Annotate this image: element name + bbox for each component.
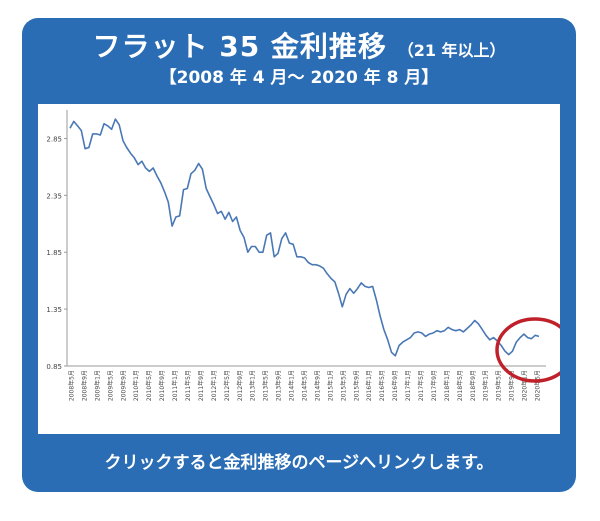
- x-tick-label: 2015年1月: [326, 370, 334, 401]
- link-text[interactable]: クリックすると金利推移のページへリンクします。: [104, 453, 494, 473]
- x-tick-label: 2012年1月: [210, 370, 218, 401]
- x-tick-label: 2018年9月: [469, 370, 477, 401]
- x-tick-label: 2018年1月: [443, 370, 451, 401]
- y-tick-label: 1.85: [46, 249, 62, 257]
- x-tick-label: 2009年5月: [106, 370, 114, 401]
- x-tick-label: 2011年1月: [171, 370, 179, 401]
- chart-card[interactable]: フラット 35 金利推移 （21 年以上） 【2008 年 4 月～ 2020 …: [22, 18, 576, 492]
- x-tick-label: 2016年5月: [378, 370, 386, 401]
- x-tick-label: 2015年9月: [352, 370, 360, 401]
- y-tick-label: 2.85: [46, 135, 62, 143]
- x-tick-label: 2017年9月: [430, 370, 438, 401]
- y-tick-label: 1.35: [46, 306, 62, 314]
- chart-title-note: （21 年以上）: [397, 41, 506, 60]
- line-chart: 0.85 1.35 1.85 2.35 2.85 2008年5月 2008年9月 2009年1…: [46, 110, 575, 401]
- x-tick-label: 2014年1月: [288, 370, 296, 401]
- y-tick-label: 2.35: [46, 192, 62, 200]
- series-line: [69, 118, 540, 357]
- x-tick-label: 2016年9月: [391, 370, 399, 401]
- header-title-line: フラット 35 金利推移 （21 年以上）: [22, 32, 576, 66]
- x-tick-label: 2020年1月: [521, 370, 529, 401]
- x-tick-label: 2009年9月: [119, 370, 127, 401]
- period-label: 【2008 年 4 月～ 2020 年 8 月】: [159, 68, 439, 88]
- x-tick-label: 2017年1月: [404, 370, 412, 401]
- x-tick-label: 2014年5月: [301, 370, 309, 401]
- x-tick-label: 2019年9月: [508, 370, 516, 401]
- x-tick-label: 2010年9月: [158, 370, 166, 401]
- x-tick-label: 2020年5月: [534, 370, 542, 401]
- x-tick-label: 2011年9月: [197, 370, 205, 401]
- chart-title: フラット 35 金利推移: [92, 30, 387, 63]
- x-tick-label: 2012年9月: [236, 370, 244, 401]
- y-tick-label: 0.85: [46, 363, 62, 371]
- x-tick-label: 2010年1月: [132, 370, 140, 401]
- x-tick-label: 2013年5月: [262, 370, 270, 401]
- x-tick-label: 2014年9月: [313, 370, 321, 401]
- x-tick-label: 2013年9月: [275, 370, 283, 401]
- x-tick-label: 2015年5月: [339, 370, 347, 401]
- x-tick-label: 2011年5月: [184, 370, 192, 401]
- x-tick-label: 2017年5月: [417, 370, 425, 401]
- x-tick-label: 2012年5月: [223, 370, 231, 401]
- x-tick-label: 2008年5月: [67, 370, 75, 401]
- chart-panel: 0.85 1.35 1.85 2.35 2.85 2008年5月 2008年9月 2009年1…: [38, 104, 575, 434]
- x-tick-label: 2019年1月: [482, 370, 490, 401]
- x-tick-label: 2013年1月: [249, 370, 257, 401]
- x-tick-label: 2008年9月: [80, 370, 88, 401]
- x-tick-label: 2018年5月: [456, 370, 464, 401]
- x-tick-label: 2009年1月: [93, 370, 101, 401]
- x-tick-label: 2019年5月: [495, 370, 503, 401]
- x-tick-label: 2010年5月: [145, 370, 153, 401]
- x-tick-label: 2016年1月: [365, 370, 373, 401]
